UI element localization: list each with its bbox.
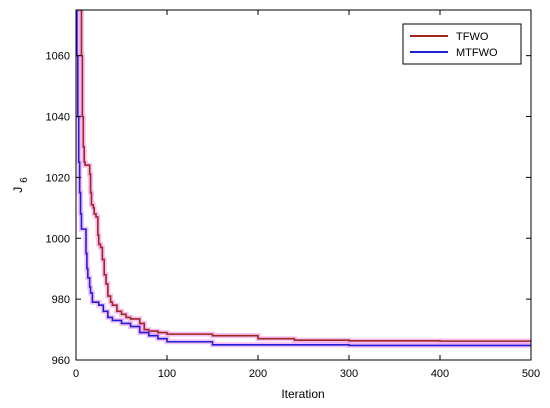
plot-area-frame	[75, 9, 532, 361]
legend-box	[402, 23, 522, 65]
plot-series-layer	[76, 10, 531, 348]
x-tick-label: 100	[158, 368, 176, 380]
y-axis-label: J6	[11, 177, 30, 193]
y-tick-label: 1000	[46, 233, 70, 245]
x-axis: 0 100 200 300 400 500	[73, 10, 540, 380]
x-tick-label: 400	[431, 368, 449, 380]
series-line-tfwo	[76, 10, 531, 342]
x-tick-label: 300	[340, 368, 358, 380]
legend: TFWO MTFWO	[402, 23, 522, 65]
x-tick-label: 200	[249, 368, 267, 380]
svg-text:J6: J6	[11, 177, 30, 193]
x-tick-label: 0	[73, 368, 79, 380]
x-axis-label: Iteration	[281, 387, 324, 401]
y-axis: 960 980 1000 1020 1040 1060	[46, 51, 531, 367]
y-tick-label: 960	[52, 355, 70, 367]
y-axis-label-subscript: 6	[19, 177, 30, 183]
legend-label-tfwo: TFWO	[456, 31, 489, 43]
y-tick-label: 1040	[46, 112, 70, 124]
y-tick-label: 1060	[46, 51, 70, 63]
y-tick-label: 1020	[46, 172, 70, 184]
x-tick-label: 500	[522, 368, 540, 380]
legend-label-mtfwo: MTFWO	[456, 47, 498, 59]
y-axis-label-main: J	[11, 187, 25, 193]
series-line-mtfwo	[76, 10, 531, 347]
y-tick-label: 980	[52, 294, 70, 306]
